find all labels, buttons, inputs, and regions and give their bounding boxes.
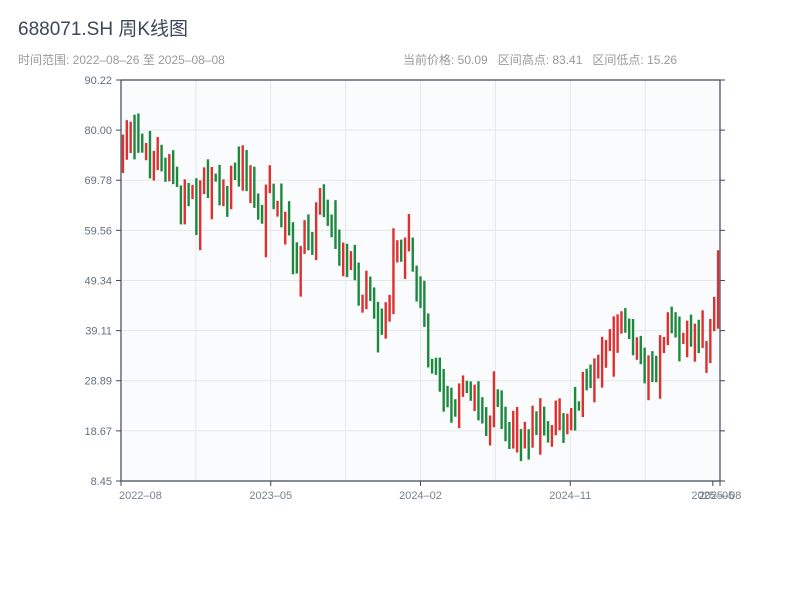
svg-text:49.34: 49.34 [84, 275, 112, 287]
svg-text:2024–02: 2024–02 [399, 490, 442, 502]
svg-text:2025–08: 2025–08 [699, 490, 742, 502]
svg-text:2024–11: 2024–11 [549, 490, 591, 502]
svg-text:69.78: 69.78 [84, 175, 112, 187]
svg-text:8.45: 8.45 [91, 476, 112, 488]
svg-text:39.11: 39.11 [85, 326, 112, 338]
svg-text:28.89: 28.89 [84, 376, 112, 388]
svg-text:90.22: 90.22 [84, 75, 112, 87]
svg-text:59.56: 59.56 [84, 225, 112, 237]
svg-text:18.67: 18.67 [84, 426, 112, 438]
svg-text:2022–08: 2022–08 [119, 490, 162, 502]
svg-text:80.00: 80.00 [84, 125, 112, 137]
svg-text:2023–05: 2023–05 [249, 490, 292, 502]
